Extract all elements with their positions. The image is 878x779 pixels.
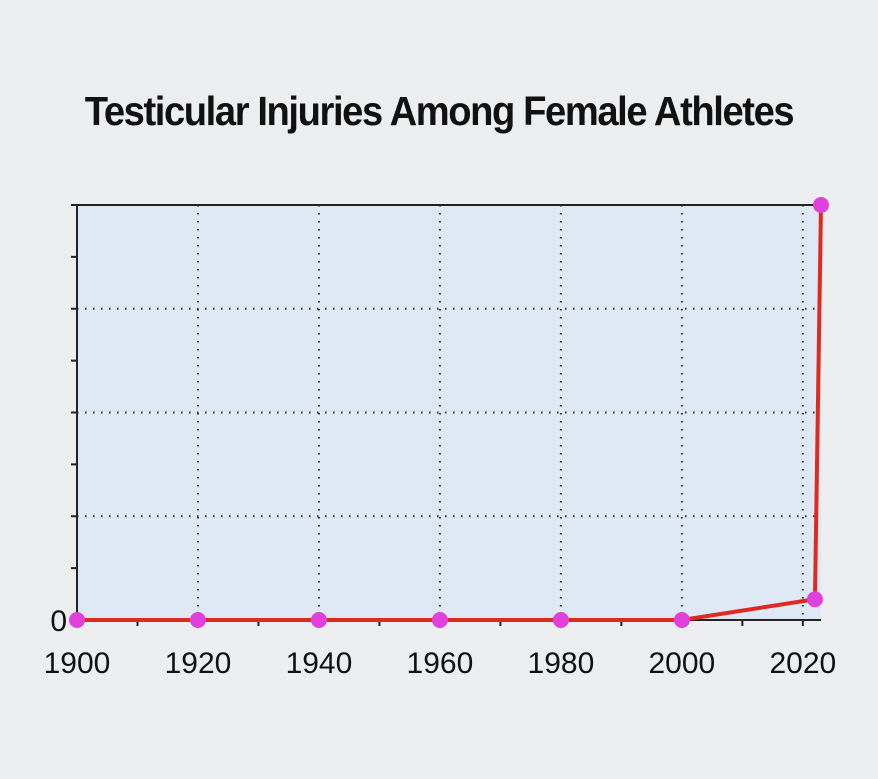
- series-lines: [77, 204, 823, 622]
- x-tick-label: 2020: [769, 647, 836, 680]
- data-point: [552, 612, 569, 628]
- data-markers: [69, 197, 829, 628]
- x-tick-label: 1960: [407, 647, 474, 680]
- plot-area: [77, 205, 821, 620]
- data-point: [69, 612, 85, 628]
- x-tick-label: 1900: [44, 647, 111, 680]
- chart-title: Testicular Injuries Among Female Athlete…: [84, 88, 795, 134]
- x-tick-label: 1940: [286, 647, 353, 680]
- x-tick-label: 1980: [528, 647, 595, 680]
- y-tick-label: 0: [50, 605, 67, 638]
- data-point: [189, 612, 206, 628]
- data-point: [310, 612, 327, 628]
- data-point: [431, 612, 448, 628]
- x-tick-label: 2000: [649, 647, 716, 680]
- x-tick-label: 1920: [165, 647, 232, 680]
- data-point: [806, 591, 823, 608]
- series-line: [77, 204, 823, 622]
- data-point: [813, 197, 829, 213]
- tick-labels: 1900 1920 1940 1960 1980 2000 2020 0: [44, 605, 837, 680]
- data-point: [673, 612, 690, 628]
